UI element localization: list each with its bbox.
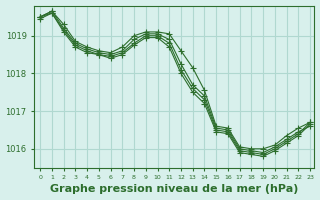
X-axis label: Graphe pression niveau de la mer (hPa): Graphe pression niveau de la mer (hPa) bbox=[50, 184, 298, 194]
